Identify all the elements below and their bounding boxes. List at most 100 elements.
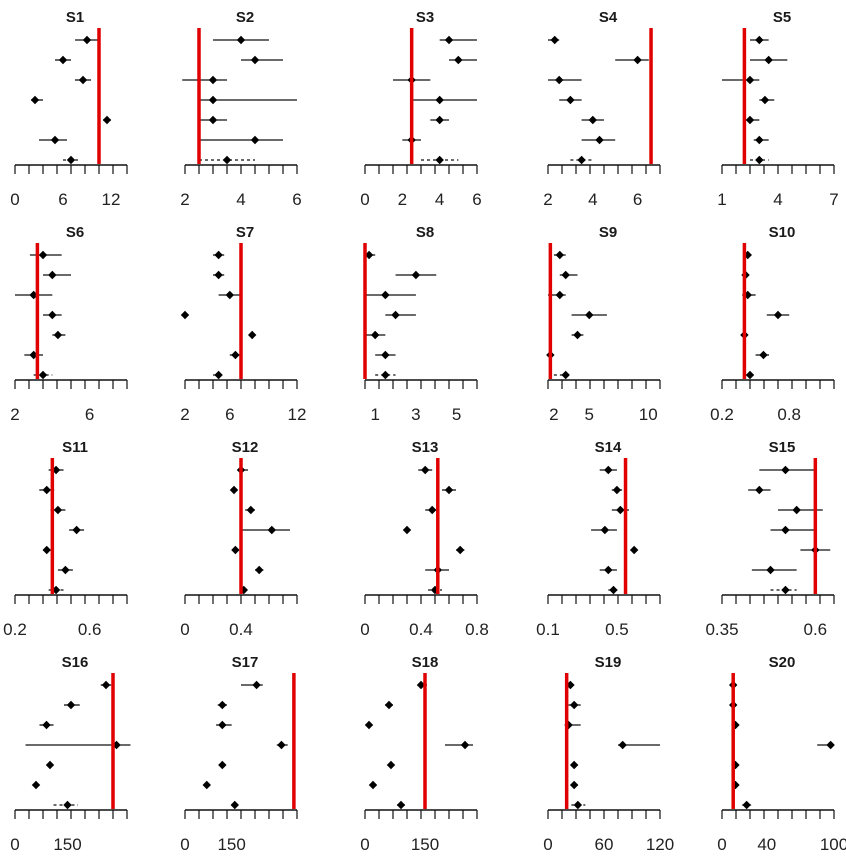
x-tick-label: 0 — [543, 835, 552, 854]
point-estimate — [61, 565, 70, 575]
x-tick-label: 150 — [217, 835, 245, 854]
x-tick-label: 0.4 — [229, 620, 253, 639]
x-tick-label: 4 — [588, 190, 597, 209]
point-estimate — [58, 55, 68, 65]
panel-title: S20 — [769, 654, 796, 671]
panel-title: S14 — [595, 439, 622, 456]
x-tick-label: 2 — [549, 405, 558, 424]
point-estimate — [435, 115, 444, 125]
x-tick-label: 10 — [639, 405, 658, 424]
panel-title: S18 — [412, 654, 439, 671]
x-tick-label: 4 — [435, 190, 444, 209]
point-estimate — [396, 800, 406, 810]
point-estimate — [208, 95, 218, 105]
point-estimate — [48, 270, 57, 280]
point-estimate — [745, 370, 755, 380]
panel-s7: S7 2 6 12 — [180, 224, 306, 424]
point-estimate — [781, 465, 790, 475]
x-tick-label: 0.8 — [777, 405, 801, 424]
point-estimate — [231, 350, 240, 360]
point-estimate — [435, 155, 444, 165]
point-estimate — [63, 800, 72, 810]
point-estimate — [745, 115, 755, 125]
point-estimate — [381, 370, 390, 380]
panel-s18: S18 0 150 — [360, 654, 478, 854]
point-estimate — [460, 740, 470, 750]
point-estimate — [555, 290, 564, 300]
point-estimate — [569, 700, 579, 710]
point-estimate — [225, 290, 234, 300]
point-estimate — [53, 505, 63, 515]
point-estimate — [435, 95, 444, 105]
point-estimate — [214, 250, 223, 260]
point-estimate — [370, 330, 380, 340]
point-estimate — [66, 155, 76, 165]
x-tick-label: 0.5 — [605, 620, 629, 639]
panel-s10: S10 0.2 0.8 — [710, 224, 835, 424]
panel-title: S19 — [595, 654, 622, 671]
x-tick-label: 0 — [360, 620, 369, 639]
point-estimate — [31, 780, 41, 790]
panel-s13: S13 0 0.4 0.8 — [360, 439, 489, 639]
x-tick-label: 0 — [10, 190, 19, 209]
panel-title: S17 — [232, 654, 259, 671]
x-tick-label: 1 — [717, 190, 726, 209]
x-tick-label: 12 — [288, 405, 307, 424]
x-tick-label: 2 — [180, 190, 189, 209]
point-estimate — [609, 585, 618, 595]
x-tick-label: 7 — [829, 190, 838, 209]
x-tick-label: 5 — [585, 405, 594, 424]
x-tick-label: 4 — [773, 190, 782, 209]
panel-s8: S8 1 3 5 — [363, 224, 478, 424]
point-estimate — [78, 75, 88, 85]
panel-s19: S19 0 60 120 — [543, 654, 674, 854]
point-estimate — [231, 545, 240, 555]
point-estimate — [595, 135, 604, 145]
x-tick-label: 0.6 — [78, 620, 102, 639]
point-estimate — [766, 565, 775, 575]
x-tick-label: 0.1 — [536, 620, 560, 639]
point-estimate — [368, 780, 378, 790]
point-estimate — [416, 680, 426, 690]
x-tick-label: 60 — [595, 835, 614, 854]
x-tick-label: 3 — [411, 405, 420, 424]
panel-title: S16 — [62, 654, 89, 671]
x-tick-label: 2 — [10, 405, 19, 424]
panel-s17: S17 0 150 — [180, 654, 298, 854]
panel-title: S4 — [599, 9, 618, 26]
point-estimate — [550, 35, 559, 45]
point-estimate — [236, 35, 246, 45]
point-estimate — [755, 135, 764, 145]
point-estimate — [755, 155, 764, 165]
point-estimate — [66, 700, 76, 710]
point-estimate — [781, 585, 790, 595]
point-estimate — [618, 740, 627, 750]
point-estimate — [604, 465, 613, 475]
point-estimate — [456, 545, 465, 555]
point-estimate — [218, 760, 227, 770]
point-estimate — [444, 35, 454, 45]
panel-title: S5 — [773, 9, 791, 26]
point-estimate — [267, 525, 276, 535]
point-estimate — [555, 250, 564, 260]
panel-title: S2 — [236, 9, 254, 26]
panel-s3: S3 0 2 4 6 — [360, 9, 481, 209]
point-estimate — [633, 55, 642, 65]
x-tick-label: 5 — [452, 405, 461, 424]
point-estimate — [246, 505, 255, 515]
point-estimate — [569, 780, 579, 790]
point-estimate — [402, 525, 412, 535]
point-estimate — [764, 55, 773, 65]
point-estimate — [208, 115, 218, 125]
point-estimate — [573, 330, 582, 340]
x-tick-label: 2 — [543, 190, 552, 209]
x-tick-label: 0 — [360, 190, 369, 209]
x-tick-label: 0.35 — [705, 620, 738, 639]
point-estimate — [202, 780, 211, 790]
x-tick-label: 100 — [820, 835, 846, 854]
point-estimate — [826, 740, 835, 750]
panel-title: S6 — [66, 224, 84, 241]
x-tick-label: 0 — [10, 835, 19, 854]
panel-title: S11 — [62, 439, 88, 456]
